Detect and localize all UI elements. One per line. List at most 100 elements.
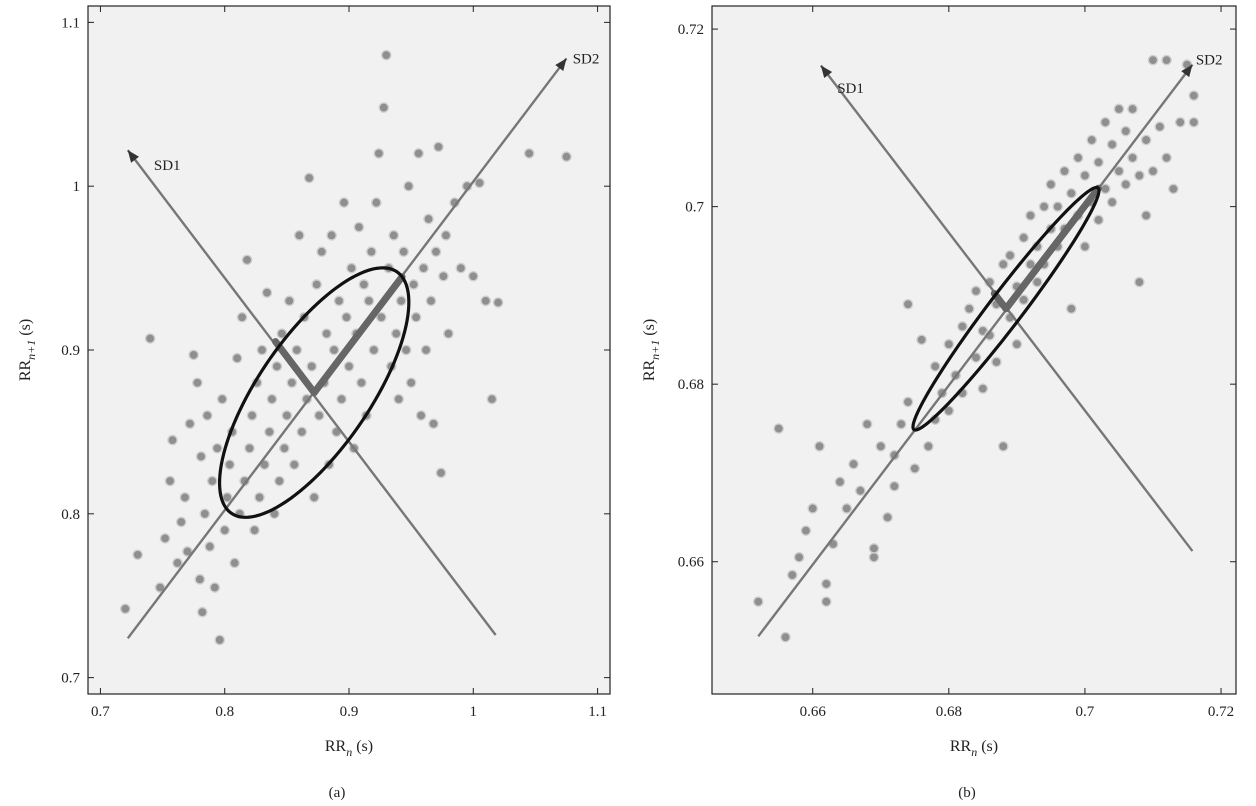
data-point [368, 344, 380, 356]
data-point [428, 418, 439, 430]
data-point [336, 393, 347, 405]
x-tick-label: 0.68 [936, 704, 962, 720]
data-point [204, 541, 216, 552]
y-axis-label-sub: n+1 [24, 340, 38, 360]
y-axis-label-sub: n+1 [648, 340, 662, 360]
data-point [943, 405, 955, 417]
data-point [1161, 54, 1172, 66]
data-point [246, 410, 258, 421]
data-point [1154, 121, 1166, 133]
data-point [1127, 152, 1138, 164]
data-point [1079, 170, 1091, 181]
data-point [395, 295, 407, 307]
y-tick-label: 0.7 [61, 671, 80, 687]
data-point [378, 102, 390, 113]
data-point [1147, 165, 1159, 177]
data-point [1113, 103, 1125, 115]
data-point [997, 441, 1009, 452]
data-point [848, 458, 859, 470]
data-point [868, 551, 880, 563]
data-point [902, 298, 914, 310]
data-point [420, 344, 432, 356]
data-point [997, 259, 1009, 270]
data-point [895, 418, 907, 430]
annotation-sd1: SD1 [837, 81, 864, 97]
data-point [206, 475, 218, 487]
data-point [773, 423, 784, 434]
data-point [1174, 116, 1186, 128]
data-point [271, 361, 283, 372]
data-point [241, 254, 253, 266]
data-point [261, 287, 273, 298]
data-point [388, 230, 400, 241]
data-point [363, 295, 375, 307]
data-point [175, 516, 187, 528]
data-point [1011, 338, 1023, 350]
data-point [333, 295, 345, 307]
data-point [1161, 152, 1172, 164]
data-point [256, 344, 268, 356]
x-tick-label: 1.1 [588, 704, 607, 720]
data-point [1066, 188, 1077, 199]
data-point [423, 213, 434, 225]
x-tick-label: 0.7 [1076, 704, 1095, 720]
data-point [977, 383, 989, 394]
y-axis-label-unit: (s) [17, 319, 34, 340]
data-point [199, 508, 211, 520]
data-point [167, 434, 178, 446]
data-point [787, 569, 798, 581]
data-point [821, 596, 832, 607]
data-point [279, 442, 290, 454]
data-point [902, 396, 914, 408]
data-point [916, 334, 927, 346]
data-point [561, 151, 572, 163]
data-point [274, 475, 285, 487]
data-point [929, 361, 941, 372]
y-tick-label: 0.66 [678, 555, 705, 571]
data-point [224, 459, 235, 470]
y-tick-label: 0.8 [61, 507, 80, 523]
x-tick-label: 0.72 [1208, 704, 1234, 720]
annotation-sd2: SD2 [1196, 53, 1223, 69]
data-point [1127, 103, 1138, 115]
sd1-arrowhead [127, 150, 140, 163]
data-point [821, 578, 832, 590]
panel-label: (b) [958, 785, 976, 801]
data-point [1140, 134, 1152, 146]
data-point [440, 230, 452, 241]
data-point [800, 525, 812, 536]
data-point [356, 377, 367, 389]
data-point [306, 361, 318, 372]
data-point [376, 311, 387, 323]
data-point [366, 246, 377, 258]
data-point [1106, 196, 1118, 208]
data-point [211, 442, 223, 454]
data-point [430, 246, 442, 258]
sd-ellipse [911, 185, 1101, 432]
data-point [957, 321, 968, 332]
data-point [1188, 90, 1200, 101]
data-point [492, 297, 504, 308]
data-point [1093, 214, 1104, 226]
x-axis-label-base: RR [950, 738, 972, 755]
x-tick-label: 1 [470, 704, 478, 720]
data-point [371, 197, 382, 208]
data-point [132, 549, 144, 561]
data-point [1113, 165, 1125, 177]
data-point [373, 148, 385, 159]
data-point [293, 230, 305, 241]
data-point [486, 393, 498, 405]
data-point [216, 393, 228, 405]
sd2-arrowhead [555, 58, 567, 72]
data-point [254, 492, 265, 503]
y-axis-label: RRn+1 (s) [641, 319, 662, 381]
x-axis-label-unit: (s) [977, 738, 998, 755]
data-point [963, 303, 975, 315]
panel-label: (a) [329, 785, 346, 801]
data-point [1072, 152, 1084, 164]
data-point [433, 141, 444, 153]
data-point [403, 180, 414, 192]
data-point [467, 270, 479, 282]
data-point [184, 418, 196, 430]
